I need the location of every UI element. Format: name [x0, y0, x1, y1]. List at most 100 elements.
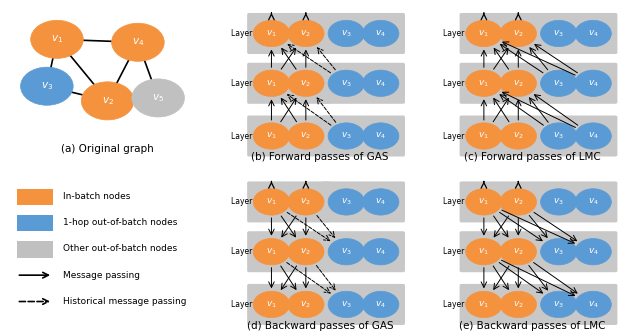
- Text: $v_3$: $v_3$: [554, 28, 564, 39]
- FancyBboxPatch shape: [17, 215, 53, 231]
- Text: Message passing: Message passing: [63, 271, 140, 280]
- Text: $v_3$: $v_3$: [341, 78, 352, 88]
- Text: 1-hop out-of-batch nodes: 1-hop out-of-batch nodes: [63, 218, 177, 227]
- Text: Layer 0: Layer 0: [231, 132, 260, 140]
- Circle shape: [253, 189, 290, 215]
- Text: Historical message passing: Historical message passing: [63, 297, 186, 306]
- Text: $v_4$: $v_4$: [375, 197, 386, 207]
- Text: Layer 1: Layer 1: [444, 247, 472, 256]
- FancyBboxPatch shape: [460, 13, 618, 54]
- Text: $v_1$: $v_1$: [266, 131, 277, 141]
- Text: $v_2$: $v_2$: [513, 28, 524, 39]
- Text: $v_2$: $v_2$: [513, 78, 524, 88]
- Text: $v_1$: $v_1$: [266, 28, 277, 39]
- FancyBboxPatch shape: [17, 189, 53, 205]
- Circle shape: [111, 23, 164, 61]
- Text: $v_2$: $v_2$: [300, 247, 311, 257]
- Text: $v_2$: $v_2$: [102, 95, 113, 107]
- Text: $v_3$: $v_3$: [41, 80, 53, 92]
- Text: $v_2$: $v_2$: [513, 247, 524, 257]
- Circle shape: [328, 70, 365, 96]
- Circle shape: [253, 123, 290, 149]
- Text: Layer 1: Layer 1: [231, 79, 259, 88]
- Circle shape: [575, 189, 611, 215]
- Text: $v_1$: $v_1$: [479, 28, 490, 39]
- Circle shape: [541, 239, 577, 265]
- Text: $v_2$: $v_2$: [300, 131, 311, 141]
- Circle shape: [81, 82, 134, 120]
- Text: $v_4$: $v_4$: [375, 299, 386, 310]
- Text: (e) Backward passes of LMC: (e) Backward passes of LMC: [459, 321, 605, 331]
- Text: $v_4$: $v_4$: [588, 28, 598, 39]
- Text: $v_4$: $v_4$: [375, 247, 386, 257]
- Circle shape: [541, 70, 577, 96]
- Text: $v_1$: $v_1$: [479, 197, 490, 207]
- Text: $v_1$: $v_1$: [479, 247, 490, 257]
- Text: $v_3$: $v_3$: [341, 131, 352, 141]
- Text: $v_2$: $v_2$: [300, 197, 311, 207]
- Circle shape: [287, 189, 324, 215]
- Text: $v_2$: $v_2$: [300, 78, 311, 88]
- Text: $v_1$: $v_1$: [51, 34, 63, 45]
- FancyBboxPatch shape: [322, 182, 405, 222]
- Circle shape: [466, 20, 502, 47]
- Text: $v_4$: $v_4$: [132, 37, 144, 48]
- Circle shape: [541, 20, 577, 47]
- FancyBboxPatch shape: [460, 116, 618, 156]
- Circle shape: [328, 291, 365, 318]
- FancyBboxPatch shape: [247, 116, 330, 156]
- FancyBboxPatch shape: [322, 63, 405, 104]
- FancyBboxPatch shape: [322, 284, 405, 325]
- Text: $v_4$: $v_4$: [375, 78, 386, 88]
- Circle shape: [541, 291, 577, 318]
- Circle shape: [362, 123, 399, 149]
- Circle shape: [287, 291, 324, 318]
- FancyBboxPatch shape: [322, 231, 405, 272]
- Text: Layer 0: Layer 0: [444, 300, 472, 309]
- Circle shape: [362, 239, 399, 265]
- Circle shape: [575, 239, 611, 265]
- Circle shape: [500, 123, 536, 149]
- Text: $v_1$: $v_1$: [479, 78, 490, 88]
- FancyBboxPatch shape: [460, 182, 618, 222]
- Circle shape: [287, 239, 324, 265]
- Circle shape: [287, 123, 324, 149]
- FancyBboxPatch shape: [247, 182, 330, 222]
- Text: In-batch nodes: In-batch nodes: [63, 192, 131, 201]
- Circle shape: [328, 20, 365, 47]
- Circle shape: [466, 291, 502, 318]
- Circle shape: [132, 79, 184, 117]
- Text: $v_3$: $v_3$: [341, 197, 352, 207]
- Text: Layer 2: Layer 2: [444, 197, 472, 206]
- Text: (b) Forward passes of GAS: (b) Forward passes of GAS: [252, 152, 388, 162]
- Text: $v_4$: $v_4$: [588, 78, 598, 88]
- Circle shape: [31, 20, 83, 58]
- Circle shape: [500, 70, 536, 96]
- Text: $v_3$: $v_3$: [554, 247, 564, 257]
- Text: Layer 2: Layer 2: [231, 197, 259, 206]
- Text: $v_3$: $v_3$: [341, 28, 352, 39]
- Text: $v_4$: $v_4$: [375, 131, 386, 141]
- Text: $v_4$: $v_4$: [588, 247, 598, 257]
- Circle shape: [541, 189, 577, 215]
- Circle shape: [328, 189, 365, 215]
- Text: Layer 1: Layer 1: [444, 79, 472, 88]
- Text: $v_3$: $v_3$: [554, 197, 564, 207]
- Text: Layer 0: Layer 0: [444, 132, 472, 140]
- Text: $v_3$: $v_3$: [554, 299, 564, 310]
- FancyBboxPatch shape: [460, 63, 618, 104]
- Text: $v_2$: $v_2$: [300, 299, 311, 310]
- Circle shape: [253, 291, 290, 318]
- Text: Layer 1: Layer 1: [231, 247, 259, 256]
- Text: $v_3$: $v_3$: [554, 78, 564, 88]
- FancyBboxPatch shape: [247, 284, 330, 325]
- Text: $v_1$: $v_1$: [266, 197, 277, 207]
- Text: $v_2$: $v_2$: [513, 131, 524, 141]
- FancyBboxPatch shape: [322, 13, 405, 54]
- Circle shape: [466, 189, 502, 215]
- Circle shape: [20, 67, 73, 105]
- Circle shape: [328, 123, 365, 149]
- FancyBboxPatch shape: [460, 231, 618, 272]
- Text: $v_4$: $v_4$: [375, 28, 386, 39]
- FancyBboxPatch shape: [247, 13, 330, 54]
